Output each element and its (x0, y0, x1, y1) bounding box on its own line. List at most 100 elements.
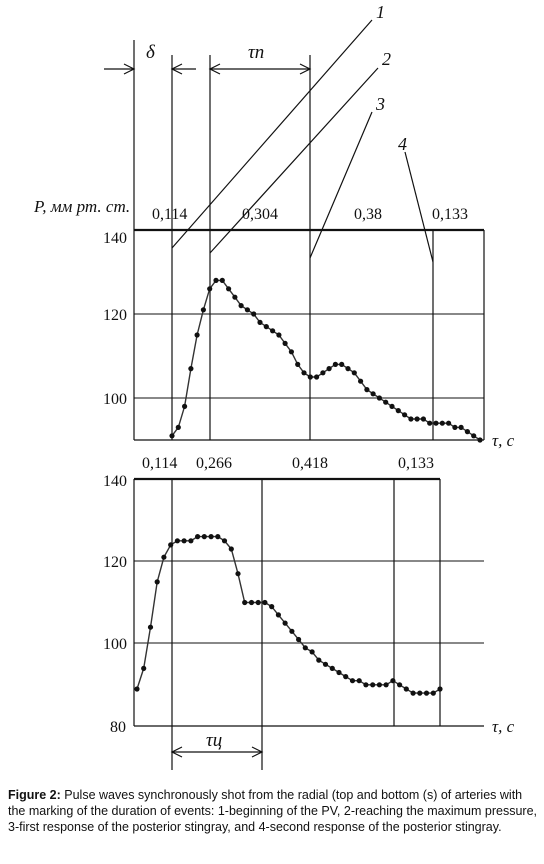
bottom-data-point (363, 682, 369, 688)
top-data-point (345, 366, 351, 372)
top-data-point (314, 374, 320, 380)
top-interval-label-1: 0,114 (152, 206, 187, 223)
bottom-data-point (417, 690, 423, 696)
top-data-point (339, 361, 345, 367)
bottom-data-point (201, 534, 207, 540)
bottom-x-unit-label: τ, с (492, 717, 515, 736)
bottom-data-point (403, 686, 409, 692)
tau-ts-label: τц (206, 730, 222, 751)
top-data-point (182, 403, 188, 409)
top-x-unit-label: τ, с (492, 431, 515, 450)
top-data-point (358, 378, 364, 384)
top-data-point (307, 374, 313, 380)
bottom-data-point (154, 579, 160, 585)
bottom-data-point (349, 678, 356, 684)
bottom-data-point (181, 538, 187, 544)
bottom-data-point (188, 538, 194, 544)
top-data-point (251, 311, 257, 317)
bottom-data-point (221, 538, 228, 544)
bottom-data-point (343, 674, 349, 680)
top-data-point (446, 420, 452, 426)
top-data-point (226, 286, 232, 292)
top-interval-label-4: 0,133 (432, 206, 468, 223)
bottom-data-point (296, 636, 302, 643)
top-data-point (464, 429, 470, 435)
bottom-data-point (397, 682, 403, 688)
top-data-point (402, 412, 408, 418)
tau-p-label: τп (248, 42, 264, 63)
tau-p-arrow-left (208, 63, 221, 75)
top-y-tick-120: 120 (103, 307, 127, 324)
bottom-data-point (329, 665, 335, 672)
top-data-point (376, 395, 382, 401)
marker-4-label: 4 (398, 134, 407, 154)
top-data-point (452, 424, 458, 430)
bottom-data-point (168, 542, 174, 548)
bottom-data-point (242, 599, 248, 606)
bottom-data-point (370, 682, 376, 688)
top-data-point (383, 399, 389, 405)
top-data-point (420, 416, 426, 422)
top-data-point (188, 366, 194, 372)
top-data-point (207, 286, 213, 292)
top-data-point (301, 370, 307, 376)
y-unit-label: P, мм рт. ст. (33, 197, 130, 216)
bottom-data-point (437, 686, 443, 692)
top-data-point (213, 277, 219, 283)
bottom-data-point (430, 690, 436, 696)
top-data-point (238, 303, 244, 309)
marker-3-label: 3 (375, 94, 385, 114)
bottom-data-point (316, 657, 322, 663)
marker-4-leader (404, 151, 434, 263)
bottom-data-point (174, 538, 180, 544)
top-data-point (276, 332, 282, 338)
bottom-pulse-chart: τц 140 120 100 80 0,114 0,266 0,418 0,13… (103, 455, 515, 770)
bottom-data-point (195, 534, 201, 540)
marker-1-label: 1 (376, 2, 385, 22)
bottom-data-point (269, 604, 275, 610)
top-data-point (263, 324, 269, 330)
bottom-data-point (376, 682, 382, 688)
top-data-point (219, 277, 225, 283)
top-data-point (169, 433, 175, 439)
top-data-point (389, 403, 395, 409)
bottom-interval-label-3: 0,418 (292, 455, 328, 472)
bottom-data-point (410, 690, 416, 696)
marker-3-leader (309, 111, 373, 259)
top-y-tick-100: 100 (103, 391, 127, 408)
bottom-data-point (248, 599, 255, 606)
top-data-point (370, 391, 376, 397)
top-data-point (439, 420, 445, 426)
top-data-point (408, 416, 414, 422)
bottom-data-point (208, 534, 214, 540)
top-data-point (332, 361, 338, 367)
bottom-interval-label-4: 0,133 (398, 455, 434, 472)
top-data-point (320, 370, 326, 376)
tau-p-arrow-right (299, 63, 312, 75)
bottom-y-tick-100: 100 (103, 636, 127, 653)
bottom-data-point (336, 669, 342, 676)
top-radial-pulse-chart: δ τп 1 2 3 4 P, мм рт. ст. 140 120 100 0… (33, 2, 515, 450)
top-data-point (288, 349, 294, 355)
top-pulse-curve (171, 279, 481, 441)
bottom-data-point (302, 645, 308, 651)
bottom-interval-label-2: 0,266 (196, 455, 232, 472)
top-data-point (232, 294, 238, 300)
bottom-data-point (235, 571, 241, 577)
bottom-data-point (289, 628, 295, 634)
tau-ts-arrow-left (170, 746, 183, 758)
marker-2-label: 2 (382, 49, 391, 69)
delta-label: δ (146, 42, 156, 63)
bottom-interval-label-1: 0,114 (142, 455, 177, 472)
top-interval-label-3: 0,38 (354, 206, 382, 223)
bottom-data-point (309, 649, 315, 655)
bottom-data-point (215, 534, 221, 540)
top-data-point (433, 420, 439, 426)
tau-ts-arrow-right (251, 746, 264, 758)
bottom-data-point (356, 678, 362, 684)
marker-1-leader (171, 19, 373, 249)
bottom-data-point (262, 599, 268, 606)
top-data-point (414, 416, 420, 422)
bottom-data-point (390, 678, 396, 684)
